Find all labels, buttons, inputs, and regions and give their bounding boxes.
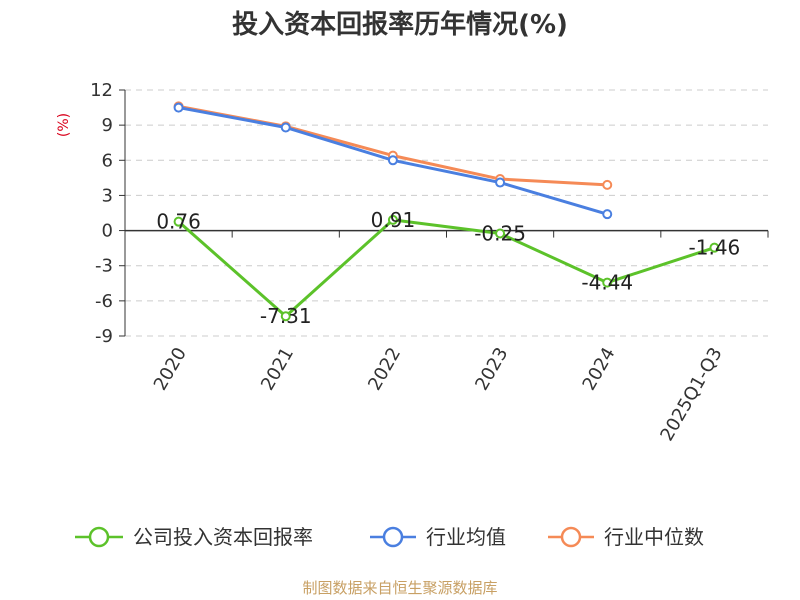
- data-point: [280, 122, 291, 133]
- data-point: [387, 214, 398, 225]
- y-tick-label: -6: [95, 291, 113, 312]
- data-point: [602, 209, 613, 220]
- y-tick-label: 6: [102, 150, 113, 171]
- x-tick-label: 2024: [578, 344, 619, 394]
- x-tick-label: 2021: [257, 344, 298, 394]
- y-tick-labels: 12 9 6 3 0 -3 -6 -9: [90, 80, 113, 347]
- x-tick-label: 2022: [364, 344, 405, 394]
- data-point: [173, 102, 184, 113]
- data-point: [495, 228, 506, 239]
- y-tick-label: 0: [102, 221, 113, 242]
- data-point: [495, 177, 506, 188]
- data-label: -7.31: [260, 304, 312, 328]
- data-label: 0.91: [371, 208, 416, 232]
- data-label: -1.46: [689, 236, 741, 260]
- data-labels: 0.76 -7.31 0.91 -0.25 -4.44 -1.46: [156, 208, 740, 328]
- data-point: [280, 311, 291, 322]
- x-tick-label: 2023: [471, 344, 512, 394]
- x-tick-labels: 2020 2021 2022 2023 2024 2025Q1-Q3: [150, 344, 727, 445]
- data-point: [173, 216, 184, 227]
- data-label: 0.76: [156, 210, 201, 234]
- legend-label: 行业均值: [426, 525, 506, 549]
- data-point: [602, 179, 613, 190]
- y-tick-label: 12: [90, 80, 113, 101]
- data-point: [602, 277, 613, 288]
- legend-label: 公司投入资本回报率: [133, 525, 313, 549]
- data-label: -0.25: [474, 222, 526, 246]
- x-tick-label: 2020: [150, 344, 191, 394]
- legend-marker: [382, 526, 404, 548]
- data-label: -4.44: [581, 271, 633, 295]
- y-tick-label: -3: [95, 256, 113, 277]
- data-point: [387, 155, 398, 166]
- legend-marker: [88, 526, 110, 548]
- legend-marker: [560, 526, 582, 548]
- y-tick-label: 9: [102, 115, 113, 136]
- axes: [119, 89, 769, 337]
- y-axis-unit: (%): [56, 113, 72, 137]
- y-tick-label: -9: [95, 326, 113, 347]
- series-line: [177, 218, 715, 318]
- legend: 公司投入资本回报率 行业均值 行业中位数: [75, 525, 704, 549]
- y-tick-label: 3: [102, 185, 113, 206]
- chart-title: 投入资本回报率历年情况(%): [232, 9, 568, 40]
- source-note: 制图数据来自恒生聚源数据库: [302, 579, 497, 597]
- data-point: [709, 242, 720, 253]
- grid-lines: [125, 89, 768, 337]
- series-lines: [173, 101, 720, 322]
- x-tick-label: 2025Q1-Q3: [656, 344, 726, 445]
- legend-label: 行业中位数: [604, 525, 704, 549]
